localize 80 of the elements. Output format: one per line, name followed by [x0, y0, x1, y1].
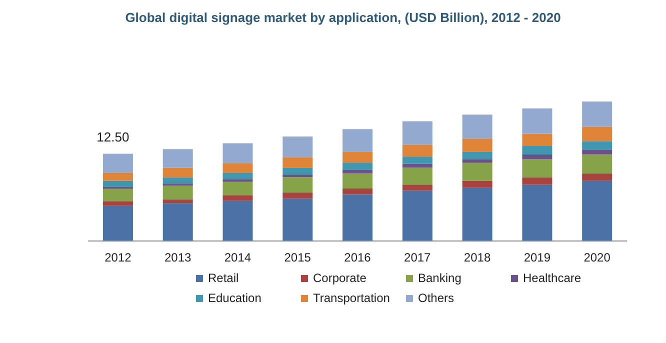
bar: [282, 174, 313, 178]
bar: [282, 177, 313, 192]
bar: [462, 162, 492, 181]
bar: [162, 199, 193, 204]
bar: [162, 168, 193, 178]
bar: [462, 138, 492, 152]
chart-title: Global digital signage market by application, (USD Billion), 2012 - 2020: [124, 9, 562, 27]
legend-label: Transportation: [313, 291, 390, 305]
bar: [522, 177, 552, 185]
bar: [582, 150, 612, 154]
bar: [222, 143, 253, 164]
bar: [402, 190, 432, 241]
bar: [522, 146, 552, 155]
legend-label: Retail: [208, 271, 239, 285]
bar: [342, 162, 373, 170]
bar: [462, 180, 492, 188]
bar: [162, 149, 193, 168]
x-tick-label: 2016: [344, 250, 372, 265]
bar: [282, 168, 313, 174]
legend-label: Corporate: [313, 271, 366, 285]
bar: [162, 183, 193, 186]
bar: [222, 179, 253, 182]
bar: [342, 129, 373, 152]
x-tick-label: 2015: [284, 250, 312, 265]
bar: [102, 188, 133, 202]
annotation: 12.50: [96, 130, 130, 145]
bar: [582, 180, 612, 241]
bar: [282, 157, 313, 168]
bar: [582, 173, 612, 181]
bar: [522, 154, 552, 160]
bar: [222, 195, 253, 201]
bar: [402, 184, 432, 190]
bar: [102, 180, 133, 187]
bar: [582, 141, 612, 150]
bar: [282, 136, 313, 158]
bar: [162, 186, 193, 200]
x-tick-label: 2017: [404, 250, 432, 265]
bar: [102, 154, 133, 173]
x-tick-label: 2013: [164, 250, 192, 265]
bar: [402, 168, 432, 185]
bar: [342, 170, 373, 174]
bar: [222, 200, 253, 241]
x-tick-label: 2012: [104, 250, 132, 265]
bar: [222, 163, 253, 173]
bar: [462, 152, 492, 160]
bar: [582, 154, 612, 174]
bar: [462, 188, 492, 241]
bar: [522, 134, 552, 146]
bar: [282, 192, 313, 198]
bar: [462, 159, 492, 163]
bar: [402, 121, 432, 145]
bar: [102, 206, 133, 241]
bar: [162, 177, 193, 184]
legend-label: Others: [418, 291, 454, 305]
bar: [222, 182, 253, 196]
bar: [522, 108, 552, 134]
bar: [342, 152, 373, 162]
legend-label: Healthcare: [523, 271, 582, 285]
bar: [522, 159, 552, 178]
bar: [582, 102, 612, 127]
bar: [102, 172, 133, 181]
bar: [342, 188, 373, 194]
bar: [282, 198, 313, 241]
bar: [402, 164, 432, 168]
legend-label: Education: [208, 291, 262, 305]
bar: [222, 172, 253, 180]
bar: [582, 126, 612, 142]
bar: [342, 173, 373, 189]
x-tick-label: 2014: [224, 250, 252, 265]
bar: [342, 194, 373, 241]
bar: [402, 144, 432, 156]
bar: [402, 156, 432, 164]
bar: [522, 184, 552, 241]
bar: [162, 203, 193, 241]
bar: [102, 201, 133, 206]
legend-label: Banking: [418, 271, 462, 285]
x-tick-label: 2018: [464, 250, 491, 265]
bar: [462, 114, 492, 138]
x-tick-label: 2020: [584, 250, 611, 265]
x-tick-label: 2019: [524, 250, 551, 265]
